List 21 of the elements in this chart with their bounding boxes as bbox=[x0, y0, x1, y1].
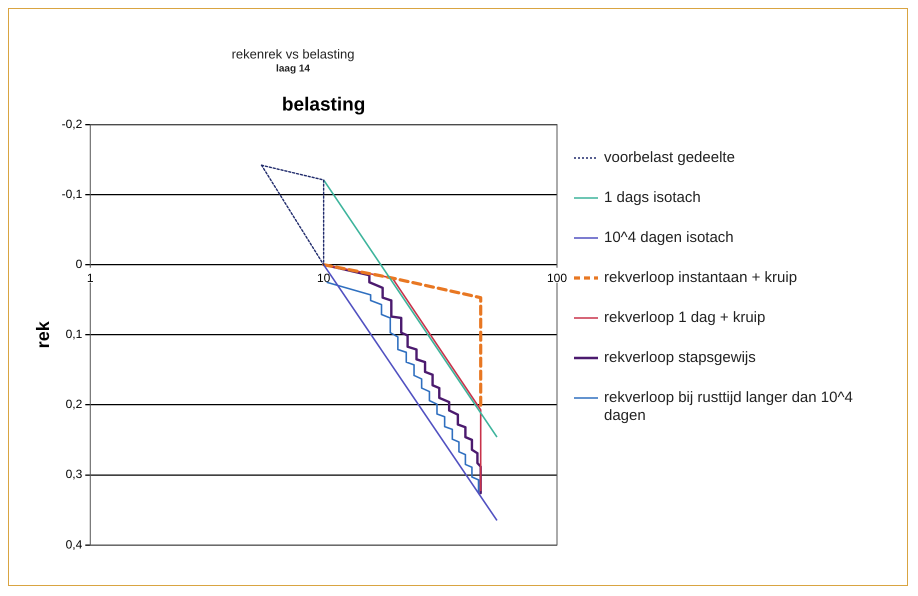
y-axis-title: rek bbox=[32, 320, 53, 348]
y-tick-label: -0,2 bbox=[62, 116, 83, 131]
legend-label: rekverloop stapsgewijs bbox=[604, 349, 756, 367]
y-tick-label: 0,1 bbox=[66, 327, 83, 342]
x-tick-label: 10 bbox=[316, 271, 331, 286]
x-tick-label: 1 bbox=[86, 271, 94, 286]
chart-title: rekenrek vs belasting bbox=[232, 46, 354, 62]
y-tick-label: 0 bbox=[76, 257, 83, 272]
legend-label: 1 dags isotach bbox=[604, 189, 701, 207]
legend-label: rekverloop 1 dag + kruip bbox=[604, 309, 766, 327]
y-tick-label: 0,4 bbox=[66, 537, 83, 552]
legend-label: rekverloop bij rusttijd langer dan 10^4 dagen bbox=[604, 389, 854, 425]
legend-label: 10^4 dagen isotach bbox=[604, 229, 734, 247]
y-tick-label: 0,3 bbox=[66, 467, 83, 482]
x-axis-title: belasting bbox=[282, 94, 366, 116]
x-tick-label: 100 bbox=[546, 271, 568, 286]
chart-subtitle: laag 14 bbox=[276, 63, 310, 74]
y-tick-label: -0,1 bbox=[62, 186, 83, 201]
legend-label: rekverloop instantaan + kruip bbox=[604, 269, 798, 287]
legend-label: voorbelast gedeelte bbox=[604, 149, 735, 167]
y-tick-label: 0,2 bbox=[66, 397, 83, 412]
